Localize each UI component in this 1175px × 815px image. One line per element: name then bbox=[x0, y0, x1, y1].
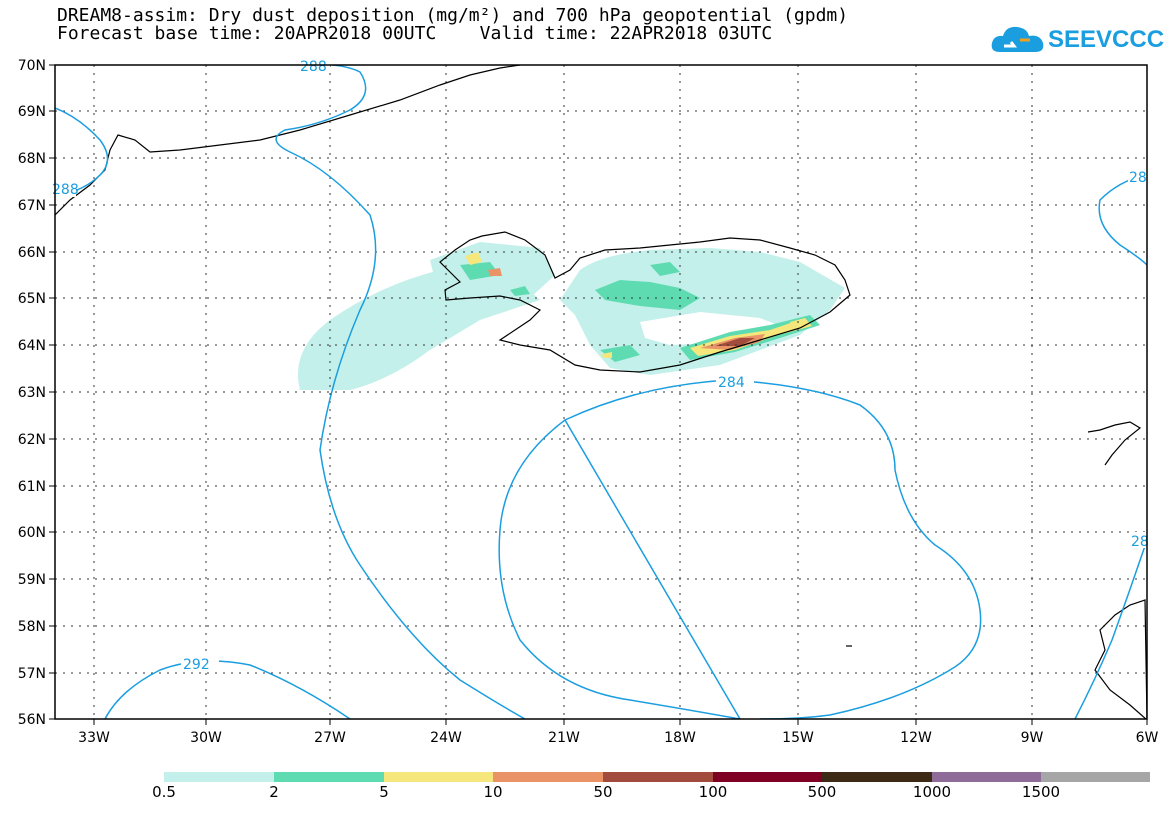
colorbar-swatch bbox=[384, 772, 493, 782]
lat-label: 68N bbox=[18, 151, 46, 167]
lon-label: 21W bbox=[548, 730, 580, 746]
lat-label: 59N bbox=[18, 572, 46, 588]
lat-label: 67N bbox=[18, 198, 46, 214]
colorbar-swatch bbox=[1041, 772, 1150, 782]
lon-label: 12W bbox=[900, 730, 932, 746]
dust-deposition-field bbox=[298, 242, 845, 390]
dust-patch-north bbox=[650, 262, 680, 276]
lat-label: 61N bbox=[18, 479, 46, 495]
colorbar-swatch bbox=[493, 772, 603, 782]
colorbar-swatch bbox=[713, 772, 822, 782]
colorbar-swatch bbox=[603, 772, 713, 782]
lat-label: 66N bbox=[18, 245, 46, 261]
contour-label-28-right-bottom: 28 bbox=[1131, 534, 1149, 550]
coastline-greenland bbox=[55, 65, 521, 216]
colorbar-label: 0.5 bbox=[152, 783, 176, 801]
colorbar bbox=[164, 772, 1150, 782]
colorbar-label: 50 bbox=[593, 783, 613, 801]
colorbar-label: 500 bbox=[807, 783, 837, 801]
lon-label: 9W bbox=[1021, 730, 1044, 746]
lat-label: 57N bbox=[18, 666, 46, 682]
lat-label: 56N bbox=[18, 712, 46, 728]
longitude-labels: 33W 30W 27W 24W 21W 18W 15W 12W 9W 6W bbox=[78, 730, 1158, 746]
colorbar-label: 5 bbox=[379, 783, 389, 801]
lat-label: 70N bbox=[18, 58, 46, 74]
dust-area-iceland bbox=[560, 248, 845, 375]
lon-label: 15W bbox=[782, 730, 814, 746]
contour-288-top bbox=[275, 65, 526, 719]
dust-patch-westfjords-yellow bbox=[465, 252, 482, 265]
lon-label: 18W bbox=[664, 730, 696, 746]
lat-label: 69N bbox=[18, 104, 46, 120]
lat-label: 60N bbox=[18, 525, 46, 541]
colorbar-label: 2 bbox=[269, 783, 279, 801]
contour-label-288-right-top: 28 bbox=[1129, 170, 1147, 186]
colorbar-label: 1000 bbox=[912, 783, 952, 801]
colorbar-swatch bbox=[274, 772, 384, 782]
dust-patch-snaefells bbox=[510, 286, 530, 296]
graticule bbox=[55, 65, 1147, 719]
contour-288-right-bottom bbox=[1074, 539, 1147, 719]
colorbar-swatch bbox=[822, 772, 932, 782]
logo-wordmark: SEEVCCC bbox=[1048, 26, 1165, 53]
lat-label: 65N bbox=[18, 291, 46, 307]
seevccc-logo: SEEVCCC bbox=[990, 22, 1164, 56]
dust-patch-south-yellow bbox=[602, 352, 612, 358]
colorbar-label: 10 bbox=[483, 783, 503, 801]
contour-288-right-top bbox=[1098, 174, 1147, 266]
contour-label-284: 284 bbox=[718, 375, 745, 391]
coastline-faroe bbox=[1087, 421, 1142, 466]
contour-labels: 288 288 28 284 292 28 bbox=[52, 58, 1149, 673]
contour-284-loop bbox=[498, 379, 982, 719]
latitude-labels: 70N 69N 68N 67N 66N 65N 64N 63N 62N 61N … bbox=[18, 58, 46, 728]
dust-band-southcoast-red bbox=[715, 338, 755, 346]
contour-292-lower-left bbox=[104, 660, 351, 719]
colorbar-swatch bbox=[932, 772, 1041, 782]
lat-label: 63N bbox=[18, 385, 46, 401]
contour-288-upper-left bbox=[55, 107, 109, 196]
lon-label: 30W bbox=[190, 730, 222, 746]
colorbar-label: 100 bbox=[698, 783, 728, 801]
cloud-icon bbox=[991, 26, 1044, 52]
map-title: DREAM8-assim: Dry dust deposition (mg/m²… bbox=[57, 5, 849, 26]
colorbar-swatch bbox=[164, 772, 274, 782]
coastline-iceland bbox=[439, 231, 851, 373]
lon-label: 33W bbox=[78, 730, 110, 746]
lon-label: 27W bbox=[314, 730, 346, 746]
lon-label: 6W bbox=[1136, 730, 1159, 746]
lat-label: 62N bbox=[18, 432, 46, 448]
dust-patch-westfjords-orange bbox=[488, 268, 502, 276]
colorbar-label: 1500 bbox=[1021, 783, 1061, 801]
tick-marks bbox=[49, 64, 1148, 725]
lat-label: 64N bbox=[18, 338, 46, 354]
lon-label: 24W bbox=[430, 730, 462, 746]
contour-label-288-left: 288 bbox=[52, 182, 79, 198]
dust-patch-central bbox=[595, 280, 700, 310]
contour-label-292: 292 bbox=[183, 657, 210, 673]
map-subtitle-times: Forecast base time: 20APR2018 00UTC Vali… bbox=[57, 23, 773, 44]
lat-label: 58N bbox=[18, 619, 46, 635]
contour-label-288-top: 288 bbox=[300, 59, 327, 75]
